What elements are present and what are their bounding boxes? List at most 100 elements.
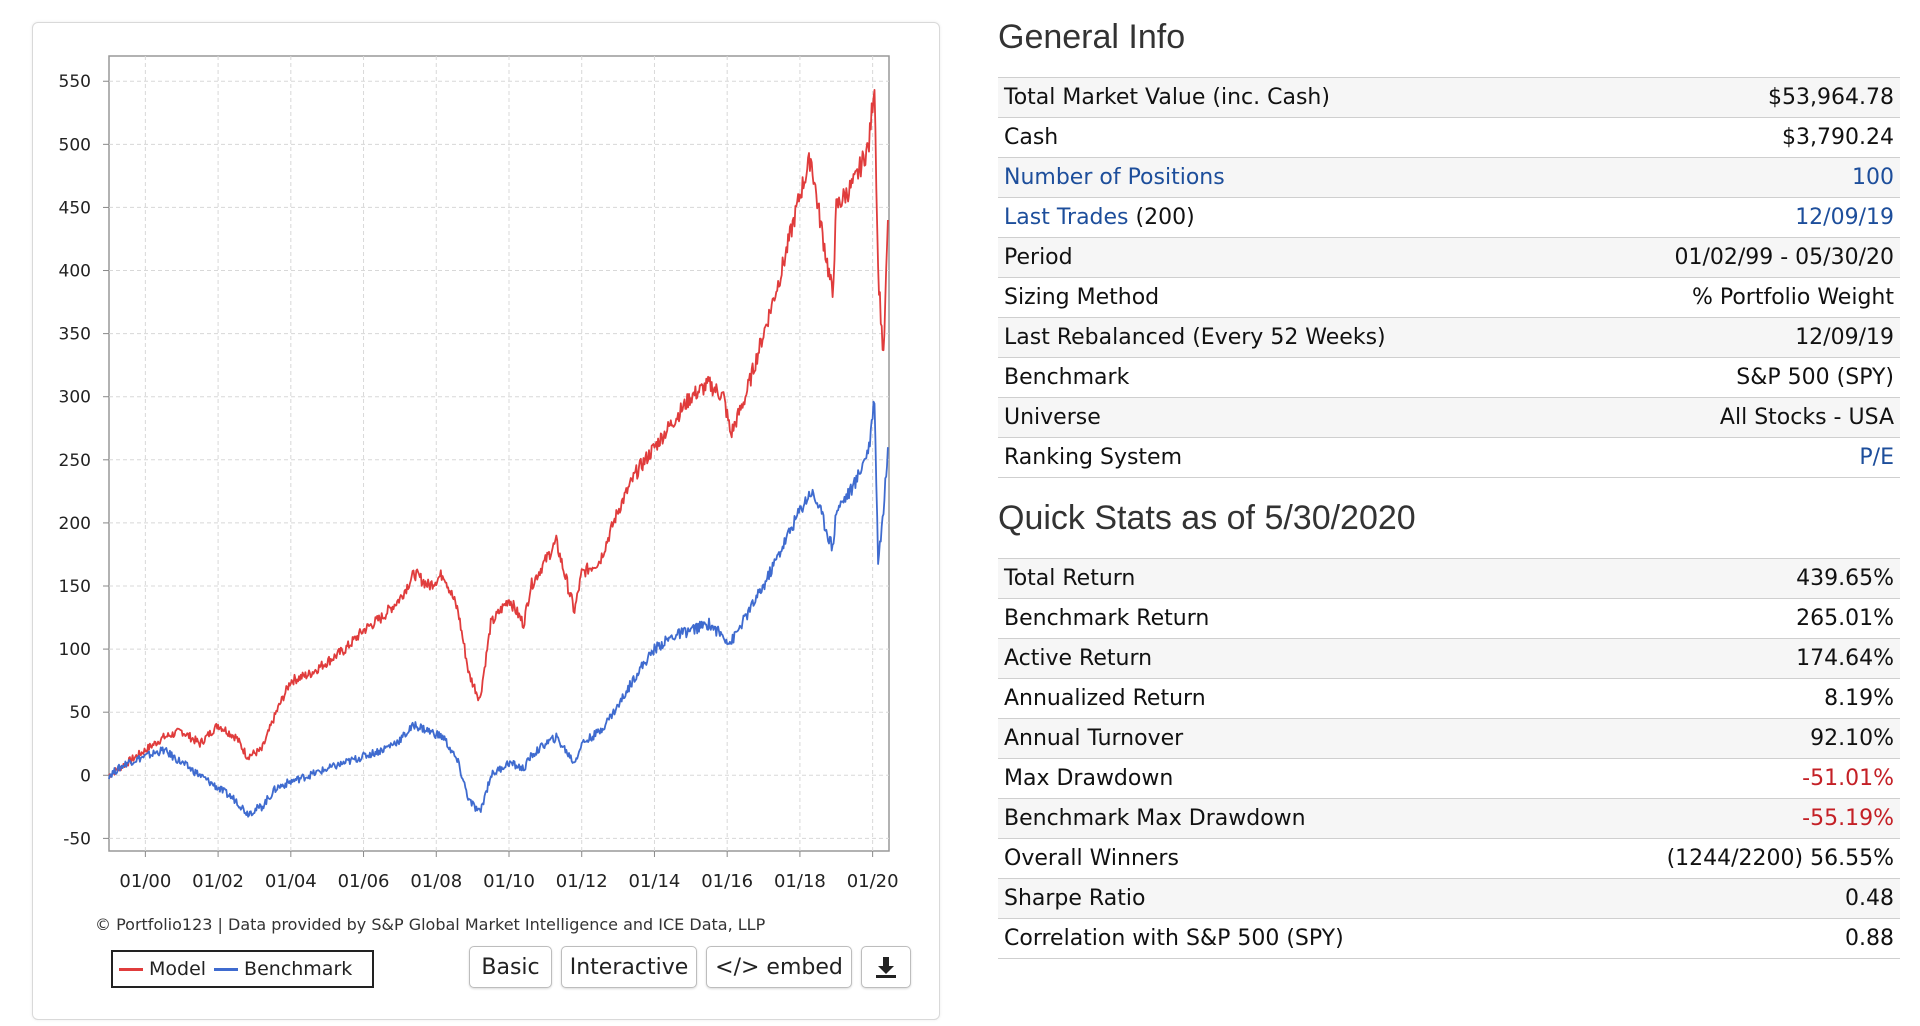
table-row: Overall Winners (1244/2200) 56.55% xyxy=(998,838,1900,879)
table-row: Sharpe Ratio 0.48 xyxy=(998,878,1900,919)
series-line-model xyxy=(108,89,889,778)
last-trades-link[interactable]: Last Trades xyxy=(1004,205,1129,230)
download-button[interactable] xyxy=(861,946,911,988)
stat-value: (1244/2200) 56.55% xyxy=(1666,846,1894,871)
legend-label-model: Model xyxy=(149,958,207,980)
stat-label: Benchmark xyxy=(1004,365,1130,390)
ranking-system-link[interactable]: P/E xyxy=(1859,445,1894,470)
stat-label: Max Drawdown xyxy=(1004,766,1174,791)
quick-stats-title: Quick Stats as of 5/30/2020 xyxy=(998,499,1416,537)
table-row: Total Return 439.65% xyxy=(998,558,1900,599)
stat-value-negative: -55.19% xyxy=(1802,806,1894,831)
x-tick-label: 01/04 xyxy=(265,871,317,892)
stat-value: $3,790.24 xyxy=(1782,125,1894,150)
general-info-title: General Info xyxy=(998,18,1186,56)
legend-label-benchmark: Benchmark xyxy=(244,958,353,980)
x-tick-label: 01/00 xyxy=(119,871,171,892)
stat-value: S&P 500 (SPY) xyxy=(1736,365,1894,390)
table-row: Number of Positions 100 xyxy=(998,157,1900,198)
x-tick-label: 01/14 xyxy=(629,871,681,892)
table-row: Last Rebalanced (Every 52 Weeks) 12/09/1… xyxy=(998,317,1900,358)
x-tick-label: 01/12 xyxy=(556,871,608,892)
stat-label: Total Market Value (inc. Cash) xyxy=(1004,85,1330,110)
table-row: Ranking System P/E xyxy=(998,437,1900,478)
stat-label: Total Return xyxy=(1004,566,1136,591)
y-tick-label: 500 xyxy=(59,135,91,155)
table-row: Benchmark S&P 500 (SPY) xyxy=(998,357,1900,398)
stat-value: All Stocks - USA xyxy=(1719,405,1894,430)
stat-value: 12/09/19 xyxy=(1795,325,1894,350)
general-info-table: Total Market Value (inc. Cash) $53,964.7… xyxy=(998,77,1900,478)
stat-value: 174.64% xyxy=(1796,646,1894,671)
table-row: Universe All Stocks - USA xyxy=(998,397,1900,438)
y-tick-label: 250 xyxy=(59,451,91,471)
stat-label: Last Rebalanced (Every 52 Weeks) xyxy=(1004,325,1386,350)
stat-label: Sharpe Ratio xyxy=(1004,886,1146,911)
y-tick-label: 450 xyxy=(59,198,91,218)
legend-item-model[interactable]: Model xyxy=(119,958,206,980)
embed-button[interactable]: </> embed xyxy=(706,946,852,988)
stat-label: Active Return xyxy=(1004,646,1153,671)
y-tick-label: -50 xyxy=(63,829,91,849)
last-trades-date-link[interactable]: 12/09/19 xyxy=(1795,205,1894,230)
stat-value: 265.01% xyxy=(1796,606,1894,631)
table-row: Sizing Method % Portfolio Weight xyxy=(998,277,1900,318)
table-row: Period 01/02/99 - 05/30/20 xyxy=(998,237,1900,278)
table-row: Last Trades (200) 12/09/19 xyxy=(998,197,1900,238)
performance-chart-card: 550 500 450 400 350 300 250 200 150 100 50 0 -50 01/0… xyxy=(32,22,940,1020)
y-tick-label: 400 xyxy=(59,262,91,282)
stat-value-negative: -51.01% xyxy=(1802,766,1894,791)
stat-label: Correlation with S&P 500 (SPY) xyxy=(1004,926,1344,951)
stat-value: 8.19% xyxy=(1824,686,1894,711)
last-trades-count: (200) xyxy=(1128,205,1195,230)
stat-label: Annual Turnover xyxy=(1004,726,1184,751)
table-row: Benchmark Max Drawdown -55.19% xyxy=(998,798,1900,839)
stat-value: 439.65% xyxy=(1796,566,1894,591)
interactive-button[interactable]: Interactive xyxy=(561,946,697,988)
stat-label: Annualized Return xyxy=(1004,686,1206,711)
legend-swatch-benchmark xyxy=(214,967,239,971)
legend-item-benchmark[interactable]: Benchmark xyxy=(214,958,352,980)
y-tick-label: 200 xyxy=(59,514,91,534)
chart-legend: Model Benchmark xyxy=(111,950,374,988)
stat-label: Cash xyxy=(1004,125,1059,150)
table-row: Correlation with S&P 500 (SPY) 0.88 xyxy=(998,918,1900,959)
table-row: Total Market Value (inc. Cash) $53,964.7… xyxy=(998,77,1900,118)
number-of-positions-link[interactable]: Number of Positions xyxy=(1004,165,1225,190)
stat-value: 0.48 xyxy=(1845,886,1894,911)
y-tick-label: 150 xyxy=(59,577,91,597)
stat-value: 92.10% xyxy=(1810,726,1894,751)
table-row: Benchmark Return 265.01% xyxy=(998,598,1900,639)
stat-label: Sizing Method xyxy=(1004,285,1160,310)
x-tick-label: 01/08 xyxy=(410,871,462,892)
table-row: Annual Turnover 92.10% xyxy=(998,718,1900,759)
stat-value: $53,964.78 xyxy=(1768,85,1894,110)
series-line-benchmark xyxy=(108,400,889,818)
stat-label: Overall Winners xyxy=(1004,846,1179,871)
table-row: Active Return 174.64% xyxy=(998,638,1900,679)
stat-label: Benchmark Max Drawdown xyxy=(1004,806,1306,831)
y-tick-label: 50 xyxy=(69,703,91,723)
y-tick-label: 550 xyxy=(59,72,91,92)
x-tick-label: 01/06 xyxy=(338,871,390,892)
download-icon xyxy=(876,957,896,978)
table-row: Annualized Return 8.19% xyxy=(998,678,1900,719)
x-tick-label: 01/16 xyxy=(701,871,753,892)
basic-button[interactable]: Basic xyxy=(469,946,552,988)
stat-value: 0.88 xyxy=(1845,926,1894,951)
stat-value: 01/02/99 - 05/30/20 xyxy=(1674,245,1894,270)
y-tick-label: 350 xyxy=(59,325,91,345)
legend-swatch-model xyxy=(119,967,143,971)
number-of-positions-value-link[interactable]: 100 xyxy=(1852,165,1894,190)
y-tick-label: 0 xyxy=(80,766,91,786)
stat-label: Universe xyxy=(1004,405,1101,430)
x-tick-label: 01/10 xyxy=(483,871,535,892)
table-row: Max Drawdown -51.01% xyxy=(998,758,1900,799)
x-tick-label: 01/18 xyxy=(774,871,826,892)
performance-chart: 550500450400350300250200150100500-5001/0… xyxy=(59,55,899,892)
x-tick-label: 01/20 xyxy=(847,871,899,892)
x-tick-label: 01/02 xyxy=(192,871,244,892)
y-tick-label: 300 xyxy=(59,388,91,408)
stat-label: Benchmark Return xyxy=(1004,606,1210,631)
table-row: Cash $3,790.24 xyxy=(998,117,1900,158)
